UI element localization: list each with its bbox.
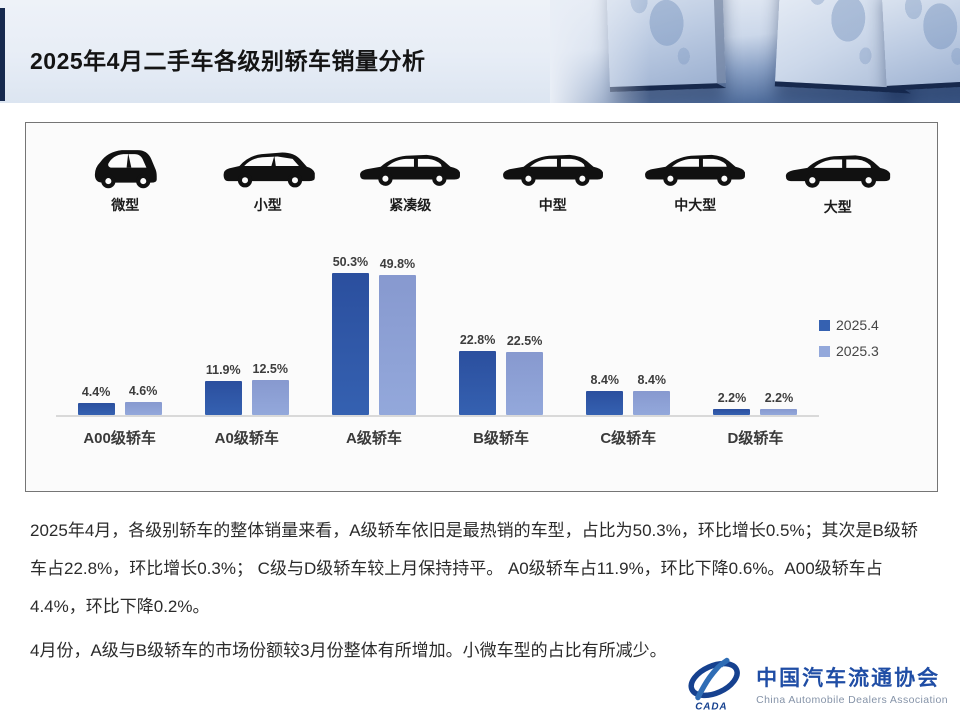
bar-value-label: 11.9%	[205, 363, 241, 377]
cubes-decoration-image	[550, 0, 960, 103]
page-title: 2025年4月二手车各级别轿车销量分析	[30, 48, 426, 74]
bar-column: 8.4%	[586, 373, 624, 415]
bar-value-label: 50.3%	[332, 255, 369, 269]
legend-swatch	[819, 319, 830, 331]
vehicle-type-compact: 紧凑级	[339, 143, 482, 217]
bar-column: 4.6%	[124, 384, 162, 415]
category-label: B级轿车	[473, 430, 530, 447]
bar-value-label: 4.6%	[128, 384, 158, 398]
legend-label: 2025.3	[836, 343, 879, 359]
vehicle-type-small: 小型	[197, 143, 340, 217]
bar-column: 8.4%	[633, 373, 671, 415]
cada-emblem-icon: CADA	[688, 657, 741, 712]
bar-group: 4.4% 4.6%	[56, 384, 183, 415]
category-labels: A00级轿车 A0级轿车 A级轿车 B级轿车 C级轿车 D级轿车	[56, 427, 819, 448]
bar[interactable]	[506, 352, 544, 415]
bar-value-label: 12.5%	[252, 362, 288, 376]
bar-value-label: 8.4%	[590, 373, 620, 387]
vehicle-type-full: 大型	[767, 143, 910, 217]
analysis-paragraph-2: 4月份，A级与B级轿车的市场份额较3月份整体有所增加。小微车型的占比有所减少。	[30, 641, 667, 660]
compact-sedan-icon	[360, 154, 461, 186]
bar-column: 2.2%	[713, 391, 751, 415]
cada-abbr-text: CADA	[695, 701, 727, 712]
vehicle-type-large-mid: 中大型	[624, 143, 767, 217]
bar-chart: 4.4% 4.6% 11.9% 12.5% 50.3% 49.8% 22.8% 22.5% 8.…	[26, 221, 937, 448]
bar-column: 11.9%	[204, 363, 242, 415]
bar[interactable]	[204, 381, 242, 415]
vehicle-type-label: 小型	[253, 197, 282, 213]
legend-label: 2025.4	[836, 317, 879, 333]
cube-decoration	[605, 0, 727, 92]
bar-value-label: 8.4%	[637, 373, 667, 387]
vehicle-type-label: 中型	[538, 197, 567, 213]
bar[interactable]	[124, 402, 162, 415]
bar[interactable]	[331, 273, 369, 415]
world-map-pattern	[605, 0, 717, 87]
vehicle-type-micro: 微型	[54, 143, 197, 217]
world-map-pattern	[881, 0, 960, 86]
bar-group: 8.4% 8.4%	[565, 373, 692, 415]
bar[interactable]	[378, 275, 416, 415]
bar-value-label: 22.5%	[506, 334, 543, 348]
chart-legend: 2025.4 2025.3	[819, 221, 937, 448]
category-label: A00级轿车	[83, 430, 156, 447]
hatchback-icon	[223, 152, 315, 188]
midsize-sedan-icon	[502, 154, 603, 186]
bar-value-label: 2.2%	[764, 391, 794, 405]
bar[interactable]	[760, 409, 798, 415]
bar-group: 50.3% 49.8%	[310, 255, 437, 415]
bar-value-label: 4.4%	[81, 385, 111, 399]
analysis-paragraph-1: 2025年4月，各级别轿车的整体销量来看，A级轿车依旧是最热销的车型，占比为50…	[30, 521, 918, 616]
bar-group: 22.8% 22.5%	[438, 333, 565, 415]
bar[interactable]	[633, 391, 671, 415]
bar[interactable]	[459, 351, 497, 415]
plot-area: 4.4% 4.6% 11.9% 12.5% 50.3% 49.8% 22.8% 22.5% 8.…	[56, 221, 819, 448]
legend-item[interactable]: 2025.4	[819, 317, 937, 333]
bar-group: 11.9% 12.5%	[183, 362, 310, 415]
vehicle-type-label: 中大型	[674, 197, 717, 213]
bar-column: 22.8%	[459, 333, 497, 415]
category-label: C级轿车	[600, 430, 657, 447]
cada-logo: CADA 中国汽车流通协会 China Automobile Dealers A…	[684, 656, 948, 712]
category-label: A级轿车	[346, 430, 402, 447]
bar-value-label: 22.8%	[459, 333, 496, 347]
vehicle-type-row: 微型 小型 紧凑级	[26, 123, 937, 217]
bar-value-label: 2.2%	[717, 391, 747, 405]
vehicle-type-midsize: 中型	[482, 143, 625, 217]
legend-item[interactable]: 2025.3	[819, 343, 937, 359]
bar-column: 2.2%	[760, 391, 798, 415]
bar-group: 2.2% 2.2%	[692, 391, 819, 415]
logo-name-cn: 中国汽车流通协会	[756, 667, 941, 690]
logo-name-en: China Automobile Dealers Association	[756, 694, 948, 706]
bar[interactable]	[713, 409, 751, 415]
bar-column: 22.5%	[506, 334, 544, 415]
bar-column: 49.8%	[378, 257, 416, 415]
header: 2025年4月二手车各级别轿车销量分析	[0, 0, 960, 103]
cube-decoration	[881, 0, 960, 91]
category-label: D级轿车	[727, 430, 784, 447]
vehicle-type-label: 微型	[111, 197, 140, 213]
bar[interactable]	[77, 403, 115, 415]
chart-panel: 微型 小型 紧凑级	[25, 122, 938, 492]
microcar-icon	[95, 150, 157, 189]
vehicle-type-label: 紧凑级	[389, 197, 432, 213]
bar-column: 50.3%	[331, 255, 369, 415]
analysis-text: 2025年4月，各级别轿车的整体销量来看，A级轿车依旧是最热销的车型，占比为50…	[30, 512, 930, 670]
vehicle-type-label: 大型	[823, 199, 852, 215]
bar-groups: 4.4% 4.6% 11.9% 12.5% 50.3% 49.8% 22.8% 22.5% 8.…	[56, 221, 819, 417]
logo-text: 中国汽车流通协会 China Automobile Dealers Associ…	[756, 662, 948, 706]
bar[interactable]	[251, 380, 289, 415]
bar-column: 4.4%	[77, 385, 115, 415]
large-midsize-sedan-icon	[645, 154, 746, 186]
fullsize-sedan-icon	[785, 155, 890, 188]
bar-value-label: 49.8%	[379, 257, 416, 271]
legend-swatch	[819, 345, 830, 357]
category-label: A0级轿车	[214, 430, 279, 447]
bar-column: 12.5%	[251, 362, 289, 415]
header-accent-bar	[0, 8, 5, 101]
bar[interactable]	[586, 391, 624, 415]
